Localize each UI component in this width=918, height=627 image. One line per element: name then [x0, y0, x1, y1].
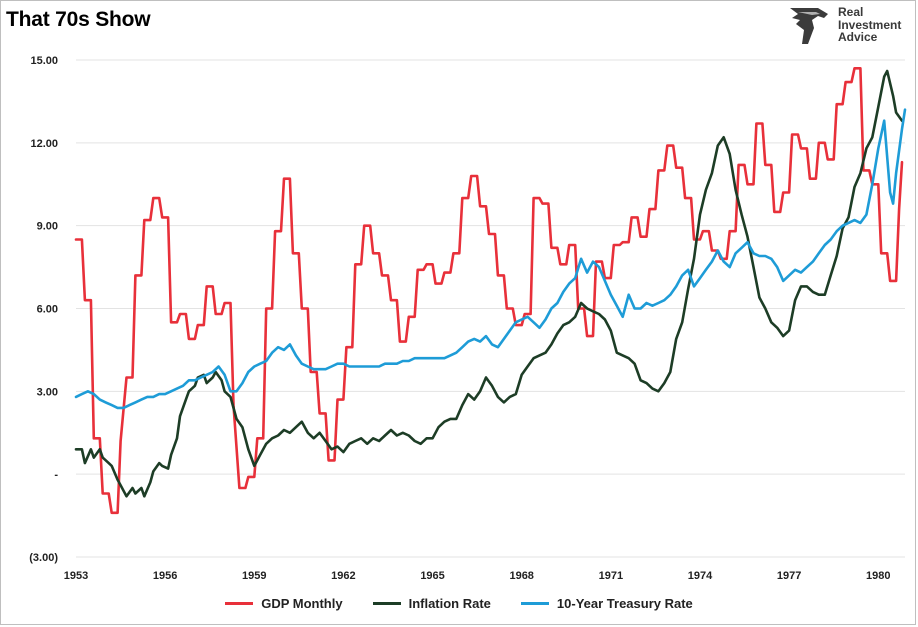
y-tick-label: 9.00: [37, 221, 58, 233]
x-tick-label: 1968: [509, 570, 533, 582]
y-tick-label: 12.00: [30, 138, 58, 150]
y-axis-ticks: 15.00 12.00 9.00 6.00 3.00 - (3.00): [29, 55, 58, 564]
series-lines: [74, 67, 907, 515]
legend-label-inflation: Inflation Rate: [408, 596, 491, 611]
x-tick-label: 1980: [866, 570, 890, 582]
treasury-rate-line: [74, 108, 907, 410]
x-axis-ticks: 1953 1956 1959 1962 1965 1968 1971 1974 1977 1980: [64, 570, 891, 582]
legend-swatch-treasury: [520, 602, 549, 605]
x-tick-label: 1974: [688, 570, 713, 582]
logo-line-1: Real: [838, 5, 864, 19]
x-tick-label: 1971: [599, 570, 623, 582]
x-tick-label: 1977: [777, 570, 801, 582]
y-tick-label: -: [54, 469, 58, 481]
legend-item-gdp: GDP Monthly: [225, 596, 343, 611]
y-tick-label: 15.00: [30, 55, 58, 67]
y-tick-label: 6.00: [37, 304, 58, 316]
gridlines: [76, 59, 905, 558]
legend-swatch-gdp: [225, 602, 254, 605]
x-tick-label: 1953: [64, 570, 88, 582]
legend-item-inflation: Inflation Rate: [372, 596, 491, 611]
legend-item-treasury: 10-Year Treasury Rate: [520, 596, 693, 611]
logo-text: Real Investment Advice: [838, 6, 901, 44]
legend-label-treasury: 10-Year Treasury Rate: [556, 596, 693, 611]
legend-swatch-inflation: [372, 602, 401, 605]
brand-logo: Real Investment Advice: [788, 4, 913, 46]
inflation-rate-line: [74, 69, 904, 498]
eagle-icon: [790, 8, 828, 44]
logo-line-3: Advice: [838, 30, 878, 44]
y-tick-label: (3.00): [29, 552, 58, 564]
x-tick-label: 1956: [153, 570, 177, 582]
x-tick-label: 1959: [242, 570, 266, 582]
x-tick-label: 1965: [420, 570, 444, 582]
chart-title: That 70s Show: [6, 8, 151, 31]
logo-line-2: Investment: [838, 17, 902, 32]
x-tick-label: 1962: [331, 570, 355, 582]
legend: GDP Monthly Inflation Rate 10-Year Treas…: [0, 596, 918, 611]
gdp-monthly-line: [74, 67, 904, 515]
y-tick-label: 3.00: [37, 386, 58, 398]
legend-label-gdp: GDP Monthly: [261, 596, 343, 611]
